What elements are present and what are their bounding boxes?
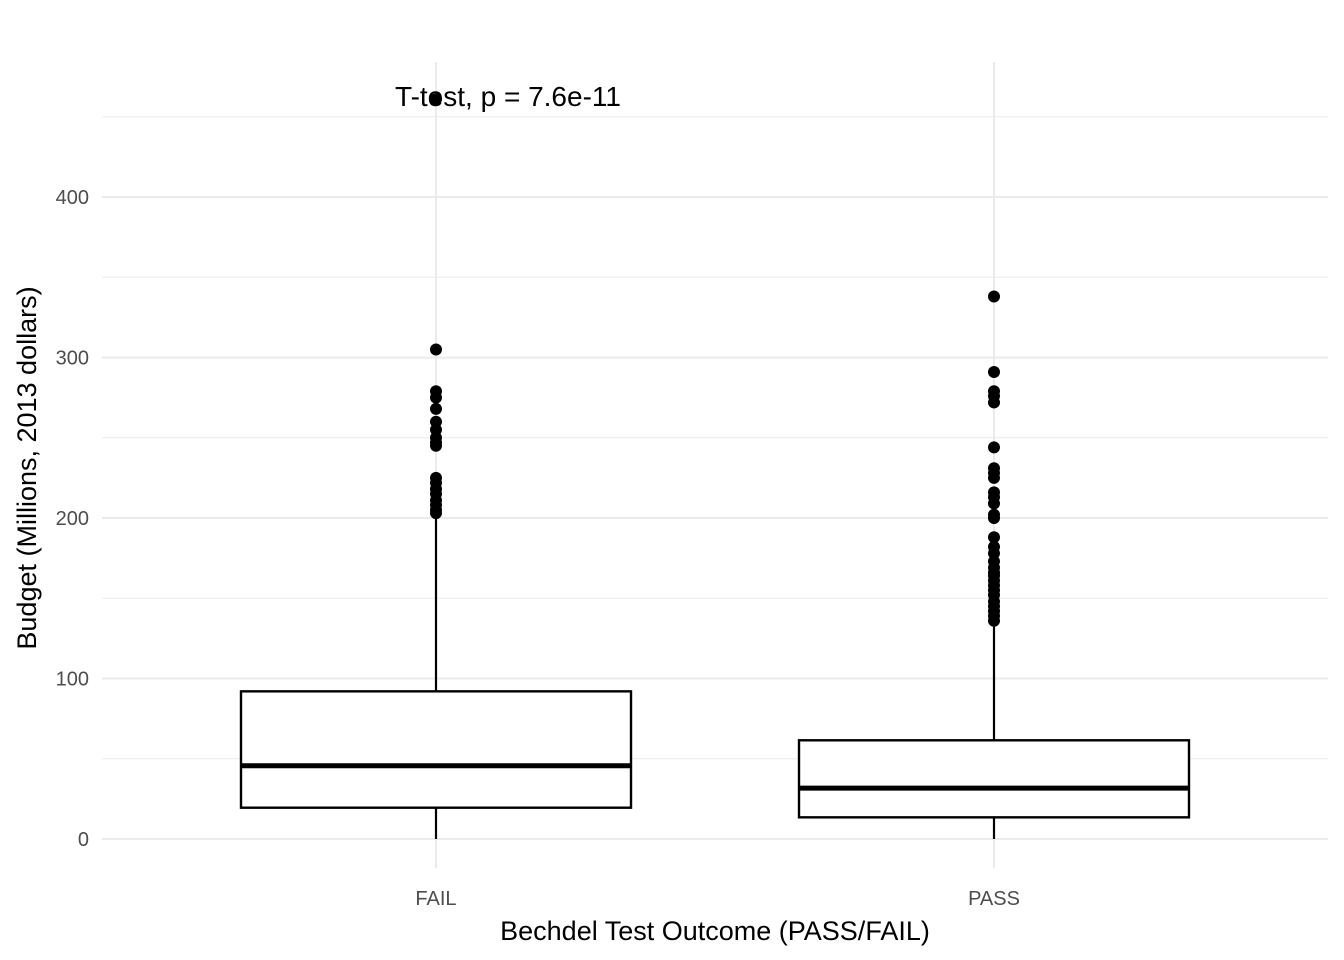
outlier-point — [430, 507, 442, 520]
outlier-point — [430, 343, 442, 356]
x-tick-label: PASS — [968, 888, 1020, 910]
outlier-point — [988, 441, 1000, 454]
box-iqr — [239, 690, 633, 809]
y-tick-label: 0 — [78, 829, 89, 851]
outlier-point — [988, 396, 1000, 409]
y-tick-label: 400 — [56, 187, 89, 209]
outlier-point — [988, 614, 1000, 627]
x-axis-title: Bechdel Test Outcome (PASS/FAIL) — [500, 916, 930, 946]
outlier-point — [988, 290, 1000, 303]
tick-labels: 0 100 200 300 400 FAIL PASS — [56, 187, 1020, 910]
outlier-point — [988, 365, 1000, 378]
outlier-point — [430, 439, 442, 452]
outlier-point — [430, 402, 442, 415]
outlier-group — [430, 93, 1000, 627]
box-iqr — [797, 739, 1191, 819]
box-group — [239, 514, 1191, 839]
outlier-point — [430, 391, 442, 404]
ttest-annotation: T-test, p = 7.6e-11 — [395, 81, 621, 112]
outlier-point — [988, 512, 1000, 524]
outlier-point — [988, 471, 1000, 484]
y-tick-label: 100 — [56, 669, 89, 691]
y-tick-label: 200 — [56, 508, 89, 530]
outlier-point — [988, 531, 1000, 544]
outlier-point — [430, 93, 442, 106]
y-tick-label: 300 — [56, 348, 89, 370]
x-tick-label: FAIL — [415, 888, 456, 910]
outlier-point — [988, 497, 1000, 510]
y-axis-title: Budget (Millions, 2013 dollars) — [12, 286, 42, 649]
